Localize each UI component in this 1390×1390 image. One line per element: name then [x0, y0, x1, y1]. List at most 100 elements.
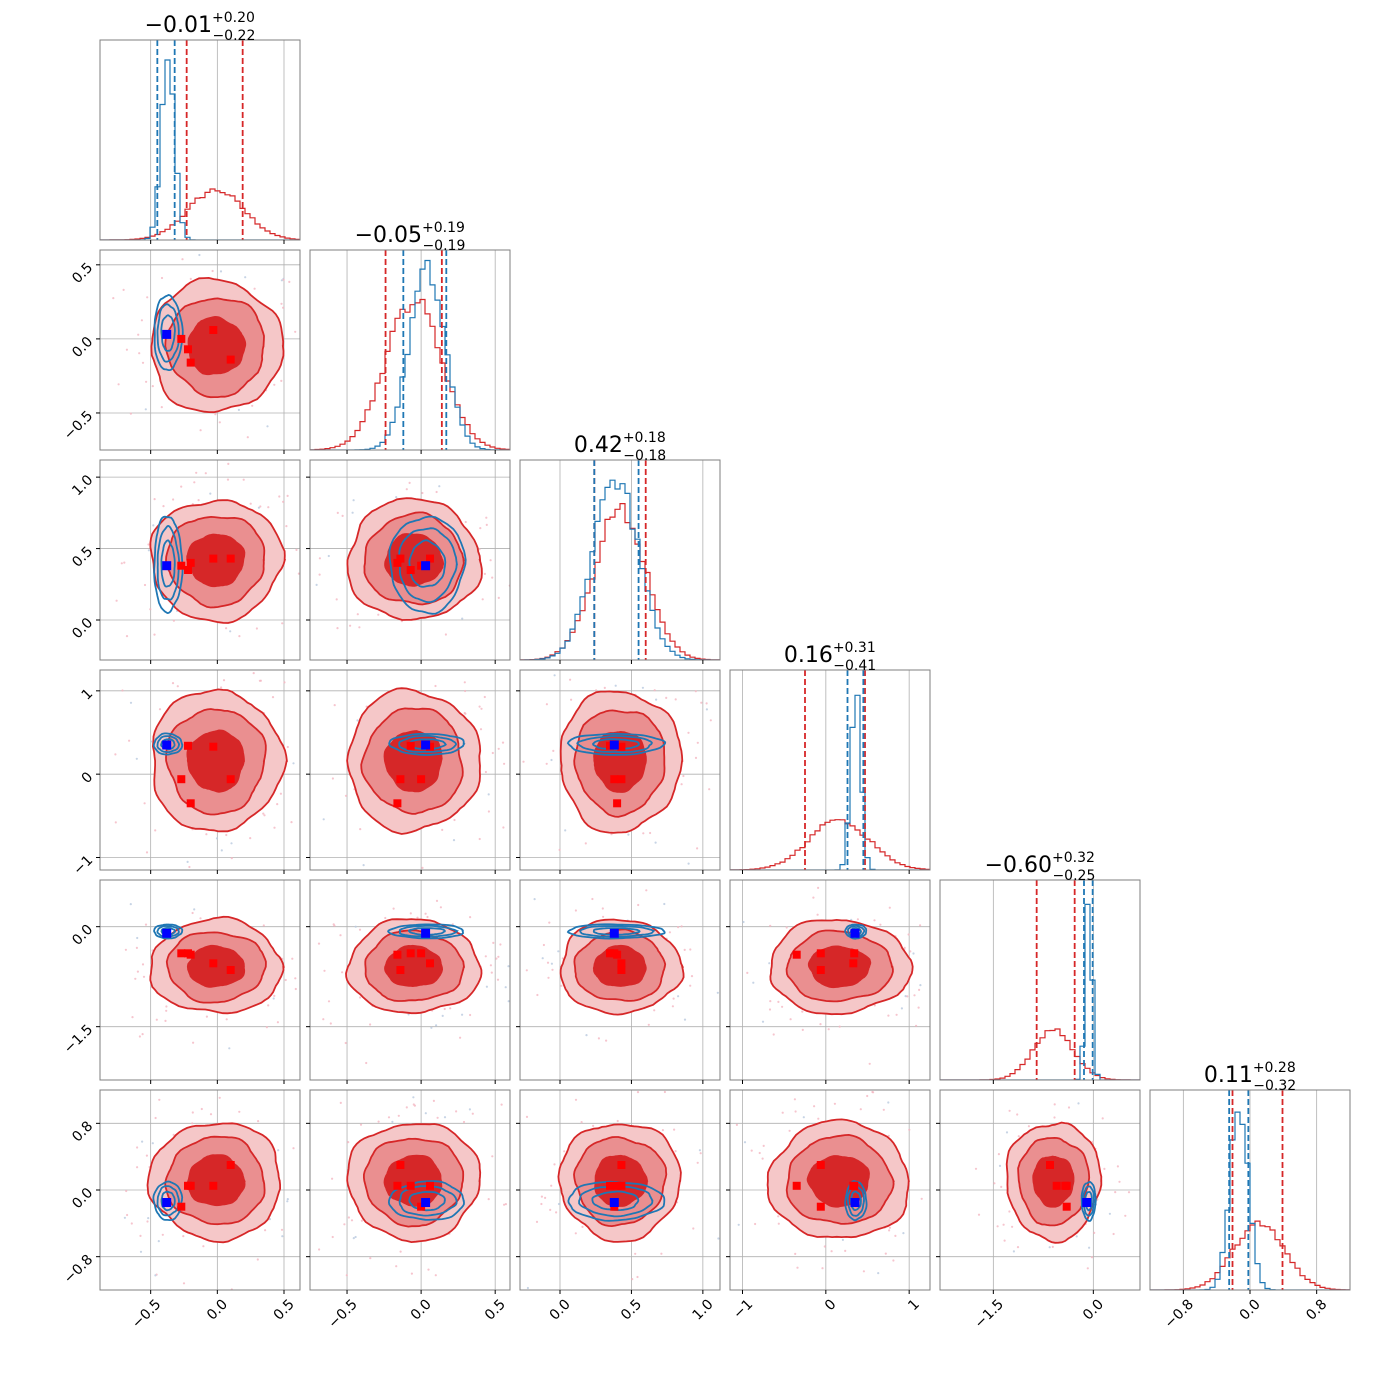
truth-marker-red [1046, 1161, 1054, 1169]
scatter-sample [590, 1087, 592, 1089]
scatter-sample [503, 762, 506, 765]
scatter-sample [709, 719, 712, 722]
scatter-sample [290, 661, 292, 663]
scatter-sample [647, 1023, 650, 1026]
scatter-sample [943, 1132, 945, 1134]
scatter-sample [220, 849, 223, 852]
truth-marker-red [177, 561, 186, 570]
scatter-sample [614, 684, 617, 687]
scatter-sample [694, 756, 698, 760]
scatter-sample [859, 1108, 862, 1111]
scatter-sample [318, 1248, 321, 1251]
contour-blue-2 [398, 735, 458, 753]
scatter-sample [1012, 1250, 1016, 1253]
panel-title: −0.05+0.19 −0.19 [355, 220, 466, 254]
scatter-sample [563, 1150, 566, 1153]
scatter-sample [114, 753, 117, 756]
scatter-sample [81, 741, 83, 743]
scatter-sample [689, 948, 692, 951]
scatter-sample [541, 957, 544, 960]
scatter-sample [1059, 1297, 1061, 1299]
scatter-sample [556, 1249, 558, 1251]
scatter-sample [906, 995, 909, 998]
scatter-sample [525, 1115, 529, 1118]
scatter-sample [873, 919, 876, 922]
truth-marker-red [406, 566, 415, 574]
panel-3-0 [81, 661, 313, 874]
scatter-sample [485, 985, 488, 988]
scatter-sample [182, 1235, 185, 1238]
scatter-sample [181, 258, 184, 261]
truth-marker-red [406, 1181, 415, 1190]
scatter-sample [998, 1164, 1002, 1167]
scatter-sample [404, 676, 406, 678]
scatter-sample [1091, 1140, 1094, 1143]
scatter-sample [139, 1234, 142, 1237]
scatter-sample [856, 918, 860, 921]
scatter-sample [192, 1041, 195, 1044]
title-value: −0.05 [355, 223, 422, 248]
scatter-sample [823, 1245, 826, 1248]
scatter-sample [469, 1013, 472, 1017]
scatter-sample [561, 957, 564, 960]
scatter-sample [892, 1259, 895, 1262]
scatter-sample [139, 1250, 143, 1253]
scatter-sample [146, 1220, 149, 1223]
y-tick-label: 1 [79, 686, 97, 704]
scatter-sample [408, 874, 410, 876]
scatter-sample [287, 1186, 289, 1188]
scatter-sample [128, 739, 131, 742]
scatter-sample [432, 1099, 435, 1102]
scatter-sample [553, 674, 556, 677]
scatter-sample [336, 627, 339, 630]
scatter-sample [540, 1202, 543, 1206]
y-tick-label: −0.8 [61, 1252, 96, 1287]
scatter-sample [335, 598, 338, 601]
scatter-sample [1103, 1167, 1106, 1170]
scatter-sample [311, 810, 313, 812]
scatter-sample [162, 505, 165, 508]
scatter-sample [229, 630, 232, 633]
contour-blue-3 [567, 1180, 666, 1222]
panel-5-2 [516, 1087, 721, 1294]
scatter-sample [327, 554, 330, 558]
truth-marker-red [186, 358, 195, 367]
scatter-sample [268, 1218, 271, 1221]
contour-blue-1 [160, 539, 176, 588]
scatter-sample [405, 1106, 408, 1109]
scatter-sample [158, 1098, 161, 1101]
scatter-sample [271, 696, 275, 699]
scatter-sample [1101, 1117, 1104, 1120]
scatter-sample [161, 1233, 164, 1236]
scatter-sample [564, 829, 567, 832]
scatter-sample [303, 916, 305, 918]
scatter-sample [154, 1274, 157, 1277]
scatter-sample [830, 1250, 833, 1253]
scatter-sample [123, 1216, 126, 1219]
x-tick-label: 0.0 [547, 1296, 574, 1323]
truth-marker-red [396, 775, 405, 784]
panel-3-1 [306, 669, 511, 876]
scatter-sample [392, 907, 395, 910]
scatter-sample [120, 562, 123, 565]
scatter-sample [464, 712, 467, 715]
scatter-sample [311, 805, 313, 807]
scatter-sample [259, 679, 262, 682]
contour-blue-1 [408, 539, 447, 588]
scatter-sample [917, 1006, 920, 1009]
scatter-sample [336, 511, 339, 514]
scatter-sample [550, 1184, 553, 1187]
scatter-sample [434, 684, 437, 688]
scatter-sample [654, 841, 657, 844]
scatter-sample [550, 758, 553, 762]
scatter-sample [136, 1146, 139, 1149]
scatter-sample [264, 1229, 267, 1232]
panel-4-0 [96, 879, 301, 1084]
scatter-sample [553, 1163, 556, 1166]
scatter-sample [237, 408, 240, 411]
scatter-sample [427, 1268, 430, 1271]
histogram-blue [520, 479, 720, 660]
scatter-sample [485, 516, 488, 519]
scatter-sample [453, 818, 456, 822]
scatter-sample [499, 943, 502, 946]
